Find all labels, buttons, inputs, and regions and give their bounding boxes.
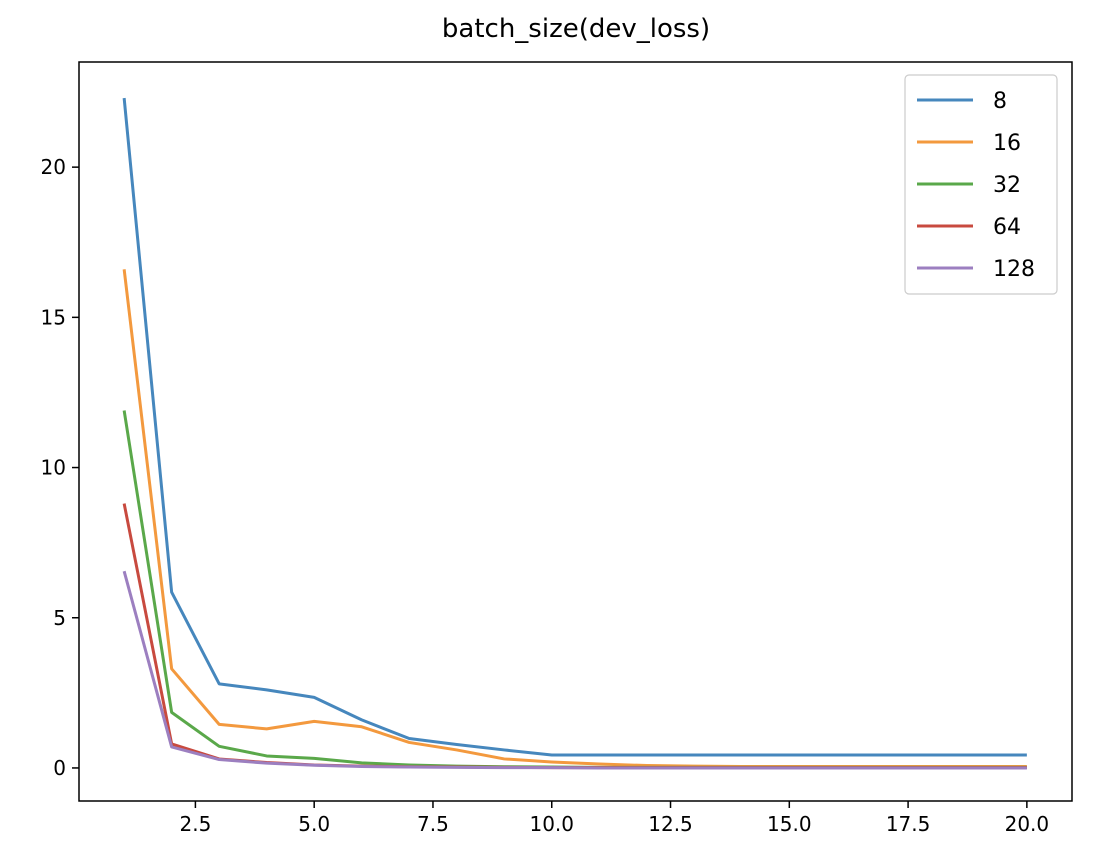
legend-label: 64 bbox=[993, 215, 1021, 240]
x-tick-label: 5.0 bbox=[298, 812, 330, 836]
legend: 8 16 32 64 128 bbox=[904, 74, 1058, 295]
chart-title: batch_size(dev_loss) bbox=[441, 14, 711, 44]
x-tick-label: 7.5 bbox=[417, 812, 449, 836]
x-tick-label: 20.0 bbox=[1005, 812, 1050, 836]
x-tick-label: 2.5 bbox=[179, 812, 211, 836]
series-line-16 bbox=[122, 269, 1027, 768]
y-tick-label: 0 bbox=[53, 756, 66, 780]
legend-box bbox=[904, 74, 1058, 295]
x-tick-label: 12.5 bbox=[648, 812, 693, 836]
x-tick-label: 17.5 bbox=[886, 812, 931, 836]
x-tick-label: 10.0 bbox=[529, 812, 574, 836]
series-line-32 bbox=[122, 410, 1027, 769]
y-tick-label: 20 bbox=[41, 155, 66, 179]
legend-label: 8 bbox=[993, 89, 1007, 114]
legend-label: 16 bbox=[993, 131, 1021, 156]
plot-frame bbox=[78, 61, 1073, 802]
legend-label: 128 bbox=[993, 257, 1035, 282]
y-tick-label: 15 bbox=[41, 305, 66, 329]
y-tick-label: 5 bbox=[53, 606, 66, 630]
series-line-8 bbox=[122, 97, 1027, 757]
y-tick-label: 10 bbox=[41, 456, 66, 480]
legend-label: 32 bbox=[993, 173, 1021, 198]
series-line-128 bbox=[122, 570, 1027, 770]
x-tick-label: 15.0 bbox=[767, 812, 812, 836]
